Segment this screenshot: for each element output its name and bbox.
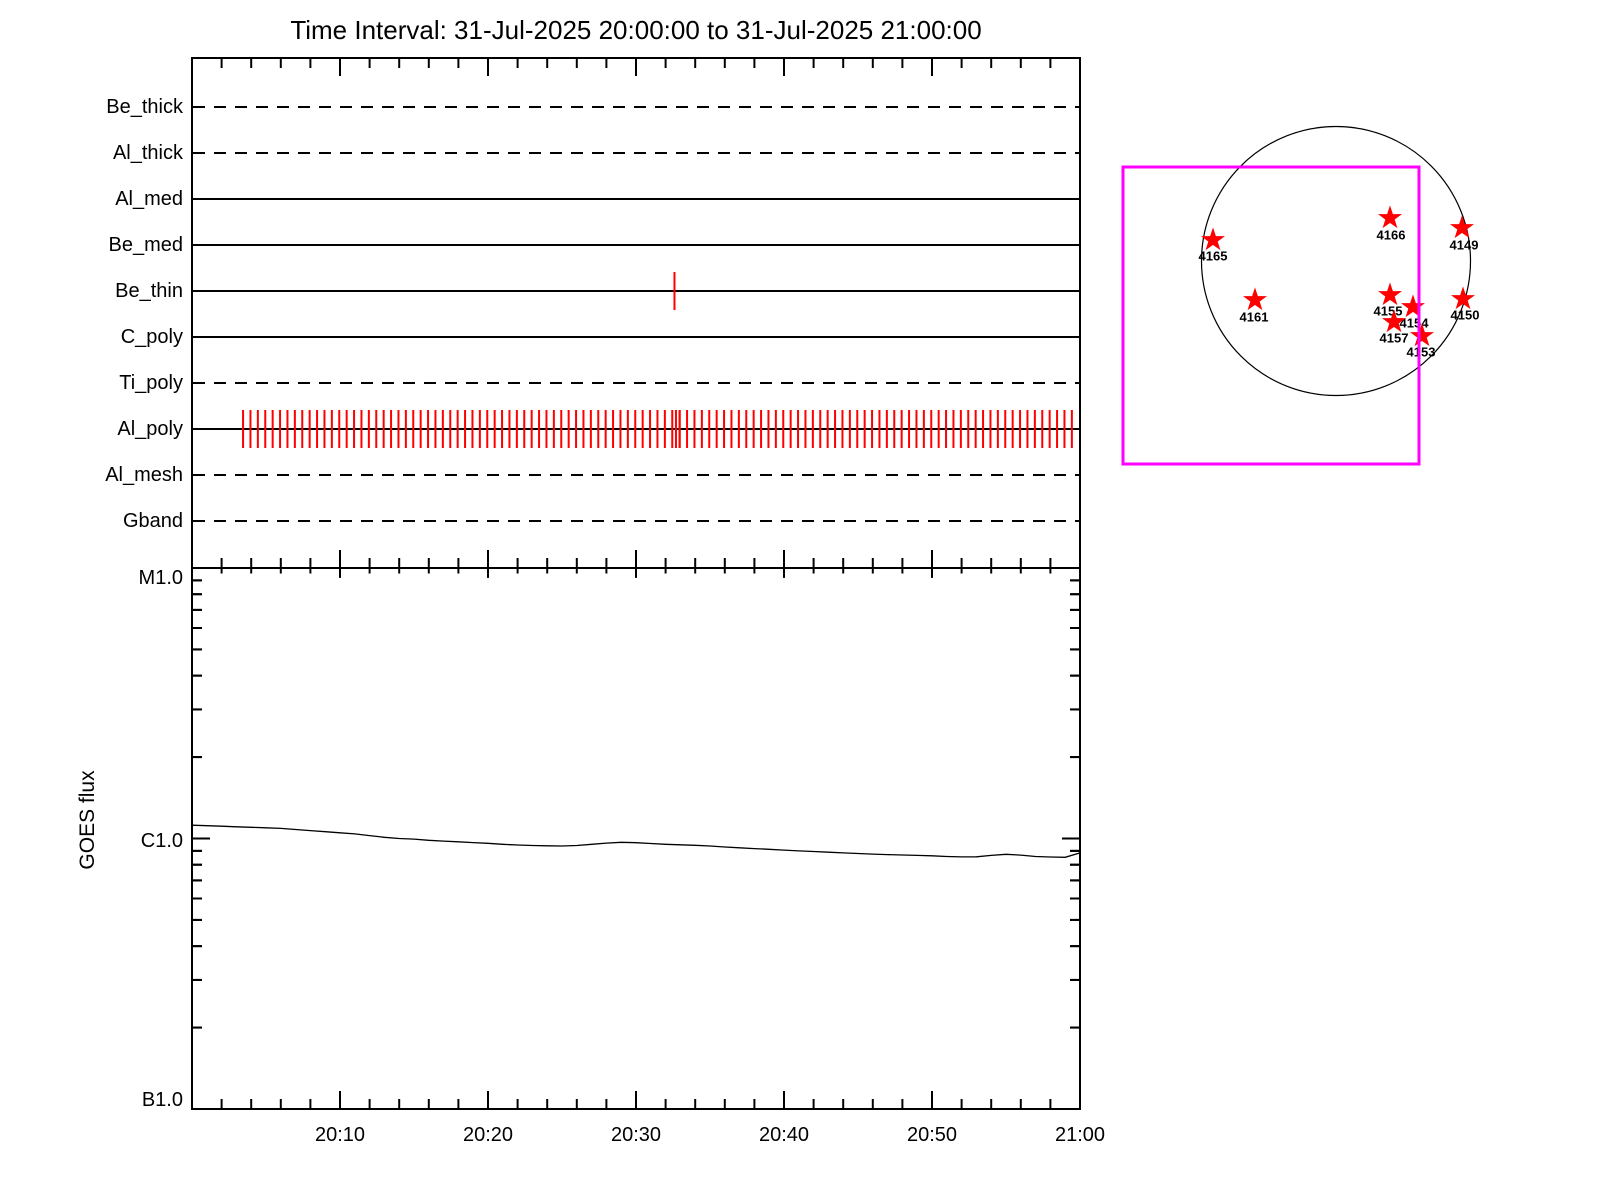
channel-label-Be_med: Be_med (109, 234, 184, 256)
active-region-label-4161: 4161 (1240, 310, 1269, 325)
channel-label-Be_thin: Be_thin (115, 280, 183, 302)
active-region-label-4155: 4155 (1374, 304, 1403, 319)
time-tick-label: 20:10 (315, 1124, 365, 1146)
active-region-star-4155 (1377, 282, 1403, 306)
active-region-label-4149: 4149 (1450, 238, 1479, 253)
channel-label-Al_poly: Al_poly (117, 418, 183, 440)
active-region-label-4165: 4165 (1199, 249, 1228, 264)
goes-ytick-label: C1.0 (141, 830, 183, 852)
channel-label-Be_thick: Be_thick (106, 96, 184, 118)
time-tick-label: 20:20 (463, 1124, 513, 1146)
timeline-panel-frame (191, 57, 1081, 569)
time-tick-label: 20:40 (759, 1124, 809, 1146)
active-region-label-4150: 4150 (1451, 308, 1480, 323)
active-region-star-4166 (1377, 205, 1403, 229)
active-region-star-4153 (1409, 323, 1435, 347)
time-tick-label: 20:50 (907, 1124, 957, 1146)
channel-label-C_poly: C_poly (121, 326, 183, 348)
active-region-label-4153: 4153 (1407, 345, 1436, 360)
active-region-star-4149 (1449, 215, 1475, 239)
active-region-label-4166: 4166 (1377, 228, 1406, 243)
goes-ytick-label: B1.0 (142, 1089, 183, 1111)
active-region-star-4154 (1400, 294, 1426, 318)
channel-label-Ti_poly: Ti_poly (119, 372, 183, 394)
time-tick-label: 20:30 (611, 1124, 661, 1146)
active-region-star-4157 (1381, 309, 1407, 333)
channel-label-Al_mesh: Al_mesh (105, 464, 183, 486)
active-region-star-4165 (1200, 227, 1226, 251)
active-region-label-4157: 4157 (1380, 331, 1409, 346)
goes-ytick-label: M1.0 (139, 567, 183, 589)
active-region-star-4150 (1450, 286, 1476, 310)
channel-label-Gband: Gband (123, 510, 183, 532)
channel-label-Al_thick: Al_thick (113, 142, 184, 164)
goes-panel-frame (191, 567, 1081, 1110)
page-title: Time Interval: 31-Jul-2025 20:00:00 to 3… (290, 15, 982, 45)
goes-flux-curve (191, 824, 1081, 858)
active-region-star-4161 (1242, 287, 1268, 311)
active-region-label-4154: 4154 (1400, 316, 1430, 331)
fov-box (1121, 165, 1421, 466)
solar-disk (1200, 125, 1472, 397)
time-tick-label: 21:00 (1055, 1124, 1105, 1146)
channel-label-Al_med: Al_med (115, 188, 183, 210)
